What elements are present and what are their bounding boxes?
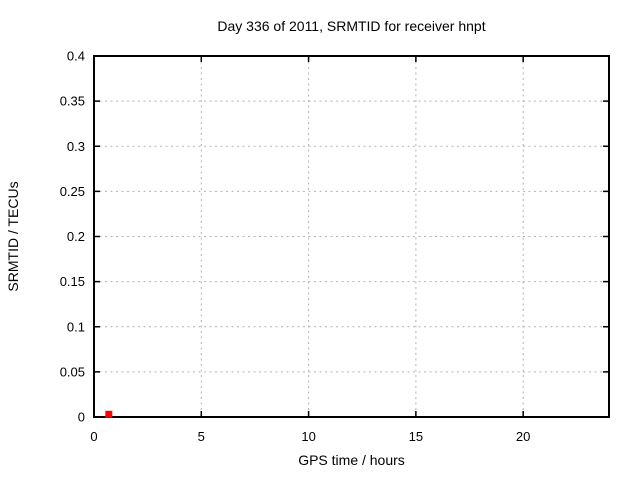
data-point-square-flagged-point <box>105 410 113 418</box>
y-tick-label: 0.2 <box>67 229 85 244</box>
y-tick-label: 0.1 <box>67 319 85 334</box>
x-tick-label: 15 <box>409 429 423 444</box>
y-axis-label: SRMTID / TECUs <box>5 181 21 291</box>
x-axis-label: GPS time / hours <box>298 452 405 468</box>
tick-marks <box>93 55 609 418</box>
grid-lines <box>94 56 609 417</box>
x-tick-label: 5 <box>198 429 205 444</box>
y-tick-label: 0.3 <box>67 139 85 154</box>
y-tick-label: 0 <box>78 410 85 425</box>
x-tick-label: 10 <box>301 429 315 444</box>
y-tick-label: 0.25 <box>60 184 85 199</box>
y-tick-label: 0.35 <box>60 94 85 109</box>
x-tick-label: 20 <box>516 429 530 444</box>
y-tick-label: 0.4 <box>67 49 85 64</box>
y-tick-label: 0.15 <box>60 274 85 289</box>
chart-title: Day 336 of 2011, SRMTID for receiver hnp… <box>217 18 486 34</box>
y-tick-label: 0.05 <box>60 364 85 379</box>
x-tick-label: 0 <box>90 429 97 444</box>
